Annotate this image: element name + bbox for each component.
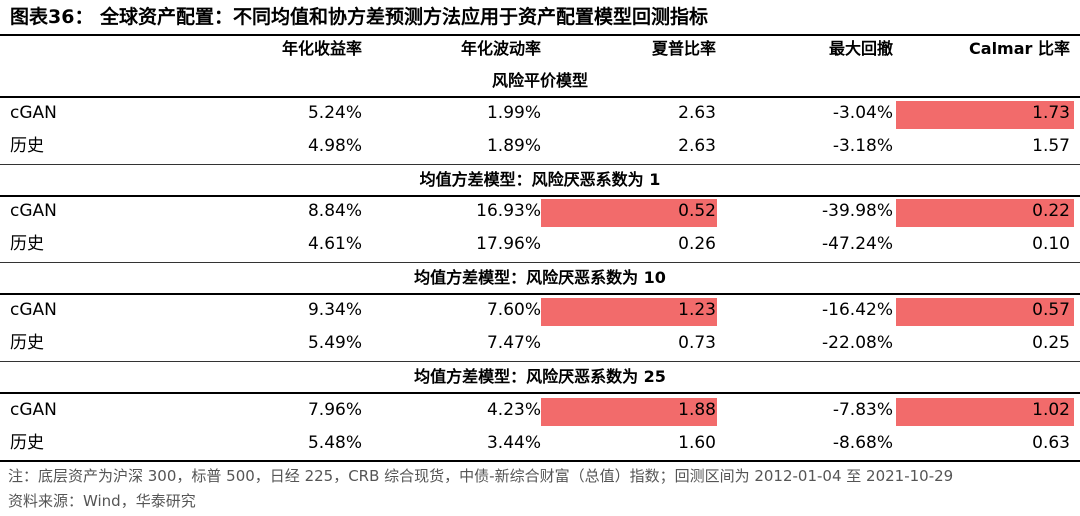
cell-max-drawdown: -8.68% xyxy=(832,433,893,453)
cell-calmar-ratio: 1.02 xyxy=(1032,400,1070,420)
section-title: 均值方差模型：风险厌恶系数为 25 xyxy=(414,367,666,386)
cell-sharpe-ratio: 1.88 xyxy=(678,400,716,420)
cell-calmar-ratio: 0.63 xyxy=(1032,433,1070,453)
row-label: 历史 xyxy=(10,333,44,353)
cell-max-drawdown: -7.83% xyxy=(832,400,893,420)
cell-annual-volatility: 7.47% xyxy=(486,333,541,353)
cell-annual-return: 7.96% xyxy=(307,400,362,420)
cell-sharpe-ratio: 0.26 xyxy=(678,234,716,254)
cell-annual-return: 4.98% xyxy=(307,136,362,156)
row-divider xyxy=(0,361,1080,362)
header-annual-return: 年化收益率 xyxy=(281,39,362,58)
cell-annual-return: 5.49% xyxy=(307,333,362,353)
section-rule xyxy=(0,96,1080,98)
header-annual-volatility: 年化波动率 xyxy=(460,39,541,58)
row-label: cGAN xyxy=(10,103,57,123)
cell-annual-volatility: 17.96% xyxy=(476,234,541,254)
cell-calmar-ratio: 0.25 xyxy=(1032,333,1070,353)
table-row: 历史 4.98% 1.89% 2.63 -3.18% 1.57 xyxy=(0,133,1080,159)
cell-sharpe-ratio: 0.73 xyxy=(678,333,716,353)
highlight-cell xyxy=(541,398,717,426)
bottom-rule xyxy=(0,460,1080,462)
highlight-cell xyxy=(541,298,717,326)
cell-sharpe-ratio: 0.52 xyxy=(678,201,716,221)
cell-annual-volatility: 4.23% xyxy=(486,400,541,420)
cell-max-drawdown: -16.42% xyxy=(822,300,893,320)
row-label: cGAN xyxy=(10,201,57,221)
row-label: cGAN xyxy=(10,400,57,420)
cell-max-drawdown: -3.04% xyxy=(832,103,893,123)
source-note: 资料来源：Wind，华泰研究 xyxy=(8,492,196,510)
cell-max-drawdown: -47.24% xyxy=(822,234,893,254)
cell-annual-return: 4.61% xyxy=(307,234,362,254)
row-label: 历史 xyxy=(10,234,44,254)
table-row: cGAN 5.24% 1.99% 2.63 -3.04% 1.73 xyxy=(0,100,1080,129)
table-row: cGAN 9.34% 7.60% 1.23 -16.42% 0.57 xyxy=(0,297,1080,326)
cell-annual-return: 5.24% xyxy=(307,103,362,123)
figure-title: 图表36： 全球资产配置：不同均值和协方差预测方法应用于资产配置模型回测指标 xyxy=(10,6,709,28)
cell-calmar-ratio: 0.22 xyxy=(1032,201,1070,221)
section-title: 风险平价模型 xyxy=(491,71,588,90)
cell-annual-volatility: 1.99% xyxy=(486,103,541,123)
row-label: 历史 xyxy=(10,136,44,156)
section-rule xyxy=(0,392,1080,394)
row-label: 历史 xyxy=(10,433,44,453)
header-row: 年化收益率 年化波动率 夏普比率 最大回撤 Calmar 比率 xyxy=(0,36,1080,62)
table-row: 历史 5.49% 7.47% 0.73 -22.08% 0.25 xyxy=(0,330,1080,356)
section-rule xyxy=(0,195,1080,197)
cell-annual-volatility: 16.93% xyxy=(476,201,541,221)
header-max-drawdown: 最大回撤 xyxy=(828,39,893,58)
cell-sharpe-ratio: 2.63 xyxy=(678,103,716,123)
footnote: 注：底层资产为沪深 300，标普 500，日经 225，CRB 综合现货，中债-… xyxy=(8,467,954,485)
cell-calmar-ratio: 0.57 xyxy=(1032,300,1070,320)
row-divider xyxy=(0,262,1080,263)
table-row: 历史 4.61% 17.96% 0.26 -47.24% 0.10 xyxy=(0,231,1080,257)
section-rule xyxy=(0,293,1080,295)
highlight-cell xyxy=(896,199,1074,227)
cell-calmar-ratio: 0.10 xyxy=(1032,234,1070,254)
cell-calmar-ratio: 1.73 xyxy=(1032,103,1070,123)
highlight-cell xyxy=(541,199,717,227)
cell-sharpe-ratio: 1.23 xyxy=(678,300,716,320)
table-row: 历史 5.48% 3.44% 1.60 -8.68% 0.63 xyxy=(0,430,1080,456)
row-label: cGAN xyxy=(10,300,57,320)
highlight-cell xyxy=(896,298,1074,326)
cell-sharpe-ratio: 1.60 xyxy=(678,433,716,453)
highlight-cell xyxy=(896,101,1074,129)
cell-annual-volatility: 7.60% xyxy=(486,300,541,320)
cell-annual-volatility: 3.44% xyxy=(486,433,541,453)
cell-max-drawdown: -3.18% xyxy=(832,136,893,156)
header-sharpe-ratio: 夏普比率 xyxy=(651,39,716,58)
cell-max-drawdown: -39.98% xyxy=(822,201,893,221)
cell-max-drawdown: -22.08% xyxy=(822,333,893,353)
header-calmar-ratio: Calmar 比率 xyxy=(969,39,1070,58)
cell-annual-return: 9.34% xyxy=(307,300,362,320)
section-title: 均值方差模型：风险厌恶系数为 10 xyxy=(414,268,666,287)
highlight-cell xyxy=(896,398,1074,426)
cell-calmar-ratio: 1.57 xyxy=(1032,136,1070,156)
cell-annual-volatility: 1.89% xyxy=(486,136,541,156)
row-divider xyxy=(0,164,1080,165)
cell-annual-return: 5.48% xyxy=(307,433,362,453)
table-row: cGAN 7.96% 4.23% 1.88 -7.83% 1.02 xyxy=(0,397,1080,426)
table-row: cGAN 8.84% 16.93% 0.52 -39.98% 0.22 xyxy=(0,198,1080,227)
cell-annual-return: 8.84% xyxy=(307,201,362,221)
cell-sharpe-ratio: 2.63 xyxy=(678,136,716,156)
section-title: 均值方差模型：风险厌恶系数为 1 xyxy=(419,170,661,189)
top-rule xyxy=(0,34,1080,36)
